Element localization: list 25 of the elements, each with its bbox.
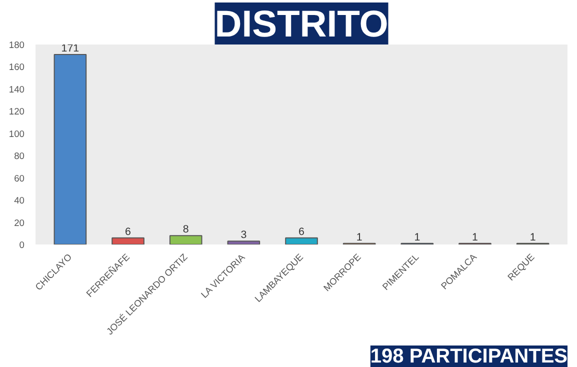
y-tick-label: 0 [19, 240, 25, 250]
data-label: 1 [472, 231, 478, 244]
y-tick-label: 180 [8, 40, 25, 50]
data-label: 6 [298, 226, 305, 238]
bar [285, 237, 318, 244]
y-tick-label: 80 [14, 151, 25, 162]
text: 198 PARTICIPANTES [370, 346, 568, 367]
bar [227, 240, 260, 244]
y-tick-label: 40 [14, 196, 25, 206]
data-label: 1 [414, 231, 420, 244]
bar [112, 237, 144, 244]
data-label: 1 [530, 231, 536, 244]
y-tick-label: 20 [14, 218, 25, 228]
bar [54, 54, 87, 244]
y-tick-label: 60 [14, 173, 25, 184]
data-label: 8 [182, 224, 189, 236]
data-label: 1 [356, 231, 362, 244]
data-label: 6 [125, 226, 132, 238]
y-tick-label: 140 [8, 84, 25, 94]
bar [169, 235, 202, 244]
y-tick-label: 100 [8, 128, 25, 139]
y-tick-label: 120 [8, 106, 25, 117]
data-label: 3 [240, 229, 247, 242]
y-tick-label: 160 [8, 62, 25, 72]
chart-title: DISTRITO [214, 2, 388, 44]
